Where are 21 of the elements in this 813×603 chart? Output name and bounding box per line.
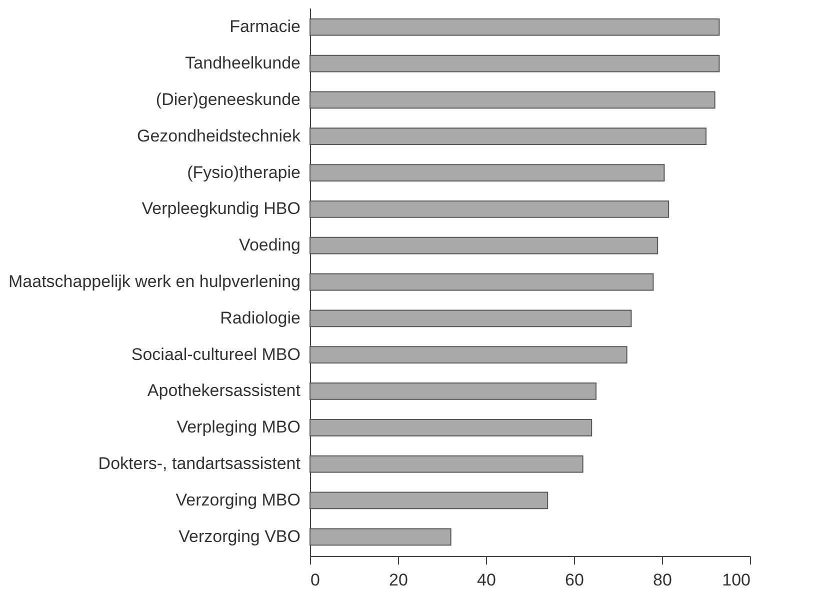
y-tick-label: Verpleegkundig HBO	[142, 199, 300, 218]
x-tick-label: 100	[722, 570, 750, 590]
y-tick-label: Dokters-, tandartsassistent	[98, 454, 301, 474]
y-tick-label: Verzorging MBO	[176, 490, 300, 510]
x-tick-label: 40	[477, 570, 496, 590]
y-tick-label: (Fysio)therapie	[187, 162, 300, 182]
x-tick-label: 80	[653, 570, 672, 590]
x-tick-label: 20	[389, 570, 408, 590]
y-tick-label: (Dier)geneeskunde	[156, 90, 300, 109]
y-tick-label: Gezondheidstechniek	[136, 126, 301, 146]
y-tick-label: Voeding	[239, 236, 300, 255]
y-tick-label: Verpleging MBO	[176, 418, 300, 437]
y-tick-label: Tandheelkunde	[185, 54, 300, 73]
y-tick-label: Apothekersassistent	[147, 381, 301, 400]
x-tick-label: 60	[565, 570, 584, 590]
x-tick-label: 0	[310, 570, 320, 590]
y-tick-label: Farmacie	[230, 17, 300, 36]
y-tick-label: Maatschappelijk werk en hulpverlening	[8, 272, 300, 291]
y-tick-label: Radiologie	[220, 308, 300, 328]
y-tick-label: Sociaal-cultureel MBO	[131, 344, 300, 364]
y-tick-label: Verzorging VBO	[178, 526, 300, 546]
